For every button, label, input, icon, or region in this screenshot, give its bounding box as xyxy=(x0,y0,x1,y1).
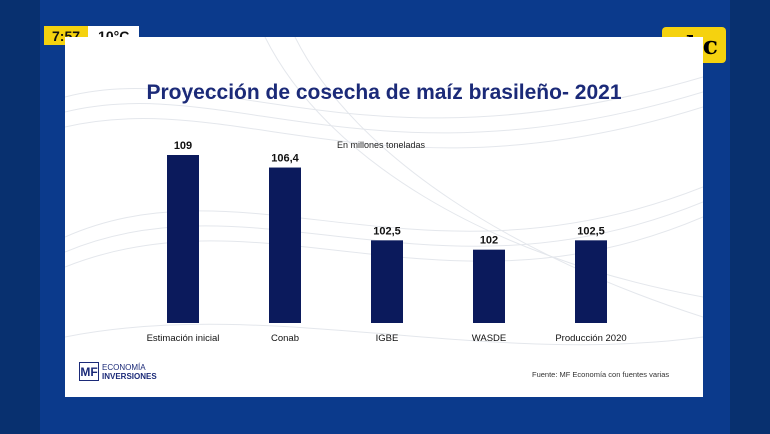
bar-0 xyxy=(167,155,199,323)
value-label-1: 106,4 xyxy=(271,153,299,165)
category-label-1: Conab xyxy=(271,333,299,344)
brand-line-2: INVERSIONES xyxy=(102,371,157,381)
category-label-4: Producción 2020 xyxy=(555,333,626,344)
value-label-3: 102 xyxy=(480,235,498,247)
decorative-background-waves xyxy=(65,37,703,346)
background-right-edge xyxy=(730,0,770,434)
category-label-2: IGBE xyxy=(376,333,399,344)
mf-economia-logo: MF ECONOMÍA INVERSIONES xyxy=(79,362,157,381)
chart-title: Proyección de cosecha de maíz brasileño-… xyxy=(146,81,622,104)
chart-slide: Proyección de cosecha de maíz brasileño-… xyxy=(65,37,703,397)
value-label-2: 102,5 xyxy=(373,225,401,237)
background-left-edge xyxy=(0,0,40,434)
bar-1 xyxy=(269,167,301,323)
bar-2 xyxy=(371,240,403,323)
chart-subtitle: En millones toneladas xyxy=(337,140,426,150)
source-note: Fuente: MF Economía con fuentes varias xyxy=(532,370,670,379)
category-label-3: WASDE xyxy=(472,333,506,344)
bar-3 xyxy=(473,249,505,323)
value-label-4: 102,5 xyxy=(577,225,605,237)
bar-chart: 109 Estimación inicial 106,4 Conab 102,5 IGBE… xyxy=(147,140,627,344)
brand-line-1: ECONOMÍA xyxy=(102,362,146,372)
category-label-0: Estimación inicial xyxy=(147,333,220,344)
value-label-0: 109 xyxy=(174,140,192,152)
mf-logo-mark: MF xyxy=(79,362,99,381)
bar-4 xyxy=(575,240,607,323)
